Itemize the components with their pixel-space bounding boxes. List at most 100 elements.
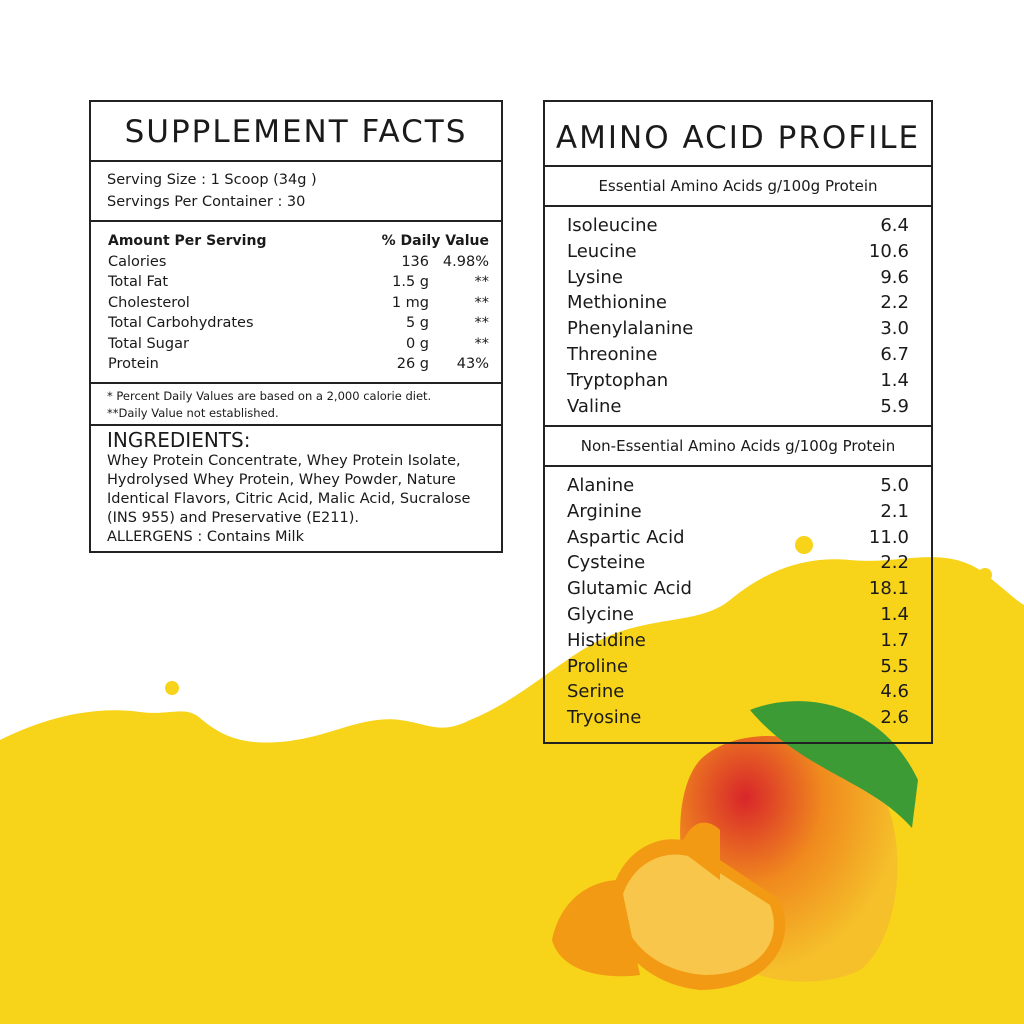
amino-acid-row: Cysteine 2.2 [567,550,909,576]
serving-info: Serving Size : 1 Scoop (34g ) Servings P… [91,162,501,222]
nutrient-amount: 26 g [396,356,429,372]
amino-acid-row: Arginine 2.1 [567,499,909,525]
nutrient-row: Total Fat 1.5 g ** [108,272,489,293]
nutrient-row: Cholesterol 1 mg ** [108,293,489,314]
juice-drop [978,568,992,582]
nutrient-daily-value: ** [474,274,490,290]
nutrient-name: Total Carbohydrates [108,315,254,331]
nutrient-row: Protein 26 g 43% [108,354,489,375]
nutrient-name: Total Fat [108,274,169,290]
amino-acid-value: 18.1 [868,578,909,600]
amino-acid-name: Isoleucine [567,215,658,236]
nutrient-name: Protein [108,356,159,372]
amino-acid-row: Alanine 5.0 [567,473,909,499]
amino-acid-name: Glycine [567,603,634,625]
non-essential-list: Alanine 5.0 Arginine 2.1 Aspartic Acid 11.0 Cy… [545,467,931,731]
nutrient-row: Calories 136 4.98% [108,252,489,273]
amino-acid-title: AMINO ACID PROFILE [545,102,931,167]
non-essential-header: Non-Essential Amino Acids g/100g Protein [545,427,931,467]
amino-acid-row: Valine 5.9 [567,394,909,420]
amino-acid-name: Tryptophan [567,369,669,391]
footnotes: * Percent Daily Values are based on a 2,… [91,384,501,426]
amino-acid-value: 6.7 [880,343,909,365]
nutrient-name: Total Sugar [108,335,189,352]
amino-acid-name: Alanine [567,475,635,496]
amino-acid-row: Methionine 2.2 [567,290,909,316]
nutrient-header: Amount Per Serving % Daily Value [108,231,489,252]
supplement-facts-title: SUPPLEMENT FACTS [91,102,501,162]
amino-acid-row: Leucine 10.6 [567,239,909,265]
amino-acid-row: Lysine 9.6 [567,265,909,291]
amino-acid-name: Phenylalanine [567,318,694,340]
ingredients-section: INGREDIENTS: Whey Protein Concentrate, W… [91,426,501,549]
amino-acid-name: Histidine [567,629,646,651]
amino-acid-value: 2.6 [880,707,909,729]
amino-acid-value: 1.4 [880,603,909,625]
amino-acid-name: Lysine [567,266,623,288]
amino-acid-value: 11.0 [868,526,909,548]
amino-acid-name: Glutamic Acid [567,578,692,600]
amino-acid-name: Serine [567,681,625,703]
amino-acid-name: Leucine [567,240,637,262]
nutrient-amount: 136 [401,253,429,270]
amino-acid-name: Tryosine [567,707,642,729]
amino-acid-name: Aspartic Acid [567,526,685,548]
nutrient-row: Total Sugar 0 g ** [108,334,489,355]
nutrient-daily-value: ** [474,294,490,311]
juice-drop [165,681,179,695]
amino-acid-row: Isoleucine 6.4 [567,213,909,239]
amino-acid-value: 1.7 [880,629,909,651]
juice-drop [795,536,813,554]
amino-acid-row: Glutamic Acid 18.1 [567,576,909,602]
amino-acid-row: Serine 4.6 [567,679,909,705]
amino-acid-value: 3.0 [880,318,909,340]
orange-slices-image [552,822,786,990]
serving-size: Serving Size : 1 Scoop (34g ) [107,172,317,188]
amino-acid-name: Threonine [567,343,658,365]
nutrient-name: Cholesterol [108,294,190,311]
amino-acid-name: Cysteine [567,552,646,574]
footnote: * Percent Daily Values are based on a 2,… [107,389,432,403]
nutrient-amount: 0 g [405,335,429,352]
nutrient-table: Amount Per Serving % Daily Value Calorie… [91,222,501,384]
allergens-text: ALLERGENS : Contains Milk [107,529,304,545]
amount-per-serving-label: Amount Per Serving [108,233,267,249]
amino-acid-row: Threonine 6.7 [567,342,909,368]
amino-acid-profile-panel: AMINO ACID PROFILE Essential Amino Acids… [543,100,933,744]
nutrient-daily-value: ** [474,315,490,331]
amino-acid-name: Valine [567,395,622,417]
amino-acid-value: 2.1 [880,500,909,522]
amino-acid-value: 2.2 [880,292,909,314]
nutrient-amount: 1 mg [391,294,429,311]
amino-acid-value: 5.5 [880,655,909,677]
amino-acid-row: Glycine 1.4 [567,602,909,628]
nutrient-daily-value: 43% [456,356,489,372]
amino-acid-value: 5.0 [880,475,909,496]
amino-acid-value: 1.4 [880,369,909,391]
amino-acid-value: 2.2 [880,552,909,574]
amino-acid-name: Methionine [567,292,667,314]
daily-value-label: % Daily Value [381,233,489,249]
nutrient-row: Total Carbohydrates 5 g ** [108,313,489,334]
amino-acid-value: 10.6 [868,240,909,262]
amino-acid-name: Arginine [567,500,642,522]
amino-acid-row: Proline 5.5 [567,654,909,680]
amino-acid-row: Tryosine 2.6 [567,705,909,731]
amino-acid-row: Tryptophan 1.4 [567,368,909,394]
amino-acid-row: Aspartic Acid 11.0 [567,525,909,551]
amino-acid-value: 9.6 [880,266,909,288]
ingredients-text: Whey Protein Concentrate, Whey Protein I… [107,453,471,526]
supplement-facts-panel: SUPPLEMENT FACTS Serving Size : 1 Scoop … [89,100,503,553]
nutrient-daily-value: 4.98% [442,253,489,270]
amino-acid-value: 6.4 [880,215,909,236]
amino-acid-row: Histidine 1.7 [567,628,909,654]
amino-acid-value: 4.6 [880,681,909,703]
essential-list: Isoleucine 6.4 Leucine 10.6 Lysine 9.6 Methion… [545,207,931,427]
nutrient-amount: 5 g [405,315,429,331]
servings-per-container: Servings Per Container : 30 [107,194,306,210]
footnote: **Daily Value not established. [107,406,279,420]
ingredients-title: INGREDIENTS: [107,428,251,452]
essential-header: Essential Amino Acids g/100g Protein [545,167,931,207]
nutrient-daily-value: ** [474,335,490,352]
